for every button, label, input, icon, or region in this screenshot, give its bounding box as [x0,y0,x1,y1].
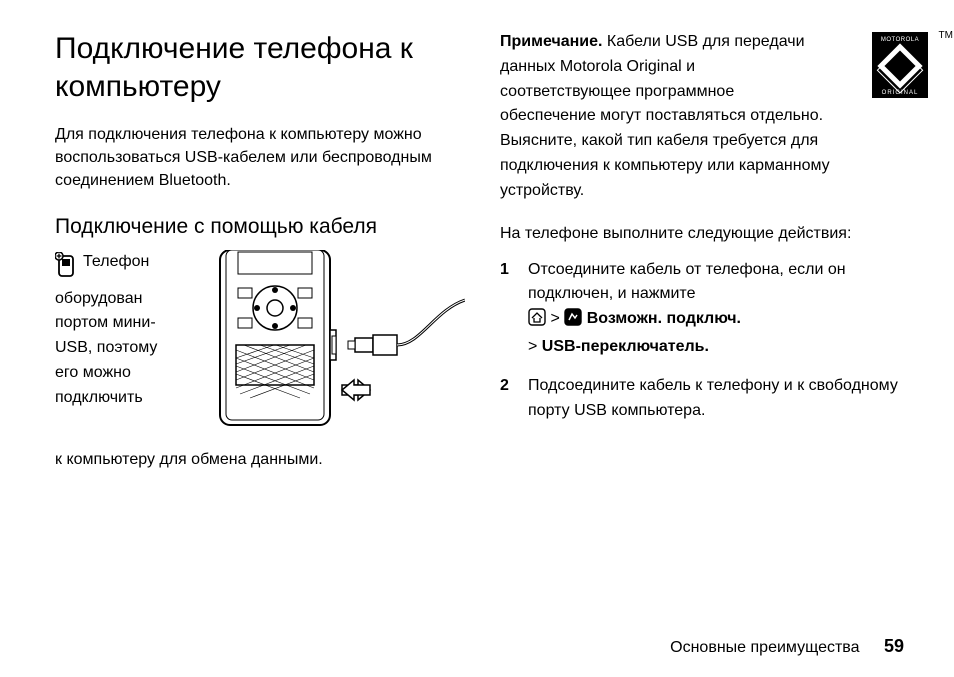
steps-list: Отсоедините кабель от телефона, если он … [500,258,910,424]
step-1-text: Отсоедините кабель от телефона, если он … [528,261,846,303]
note-paragraph-2: Выясните, какой тип кабеля требуется для… [500,129,910,203]
step-1: Отсоедините кабель от телефона, если он … [500,258,910,360]
phone-port-icon [55,252,77,287]
step-2-text: Подсоедините кабель к телефону и к свобо… [528,377,898,419]
home-key-icon [528,308,546,335]
trademark-label: TM [939,30,953,41]
note-paragraph: Примечание. Кабели USB для передачи данн… [500,30,910,129]
page-title: Подключение телефона к компьютеру [55,30,465,105]
cable-section-heading: Подключение с помощью кабеля [55,213,465,240]
page-number: 59 [884,636,904,656]
steps-intro: На телефоне выполните следующие действия… [500,222,910,246]
phone-usb-illustration [190,250,465,440]
settings-key-icon [564,308,582,335]
note-label: Примечание. [500,33,602,50]
motorola-original-logo: TM MOTOROLA ORIGINAL [865,32,935,103]
svg-text:MOTOROLA: MOTOROLA [881,37,919,43]
svg-text:ORIGINAL: ORIGINAL [882,90,919,96]
cable-paragraph-b: к компьютеру для обмена данными. [55,448,465,473]
page-footer: Основные преимущества 59 [670,636,904,657]
gt-1: > [550,310,559,327]
cable-section: Телефон оборудован портом мини-USB, поэт… [55,250,465,473]
step-1-menu-2: USB-переключатель [542,338,705,355]
footer-section-name: Основные преимущества [670,639,859,656]
gt-2: > [528,338,537,355]
step-1-menu-1: Возможн. подключ. [587,310,741,327]
intro-paragraph: Для подключения телефона к компьютеру мо… [55,123,465,193]
step-2: Подсоедините кабель к телефону и к свобо… [500,374,910,424]
